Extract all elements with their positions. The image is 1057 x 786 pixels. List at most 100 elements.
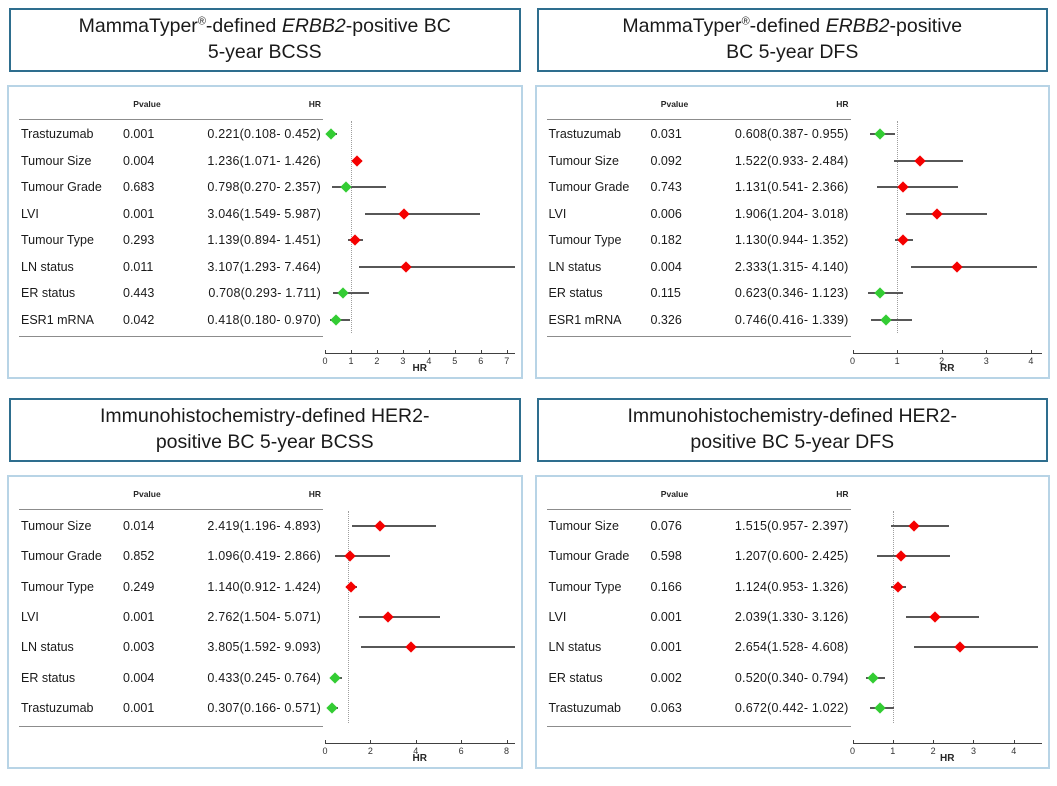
pvalue-cell: 0.249	[123, 579, 155, 594]
table-row: Trastuzumab 0.031 0.608(0.387- 0.955)	[549, 127, 851, 141]
pvalue-cell: 0.092	[650, 153, 682, 168]
hr-diamond-marker	[895, 550, 907, 563]
hr-ci-cell: 0.608(0.387- 0.955)	[734, 127, 849, 142]
axis-tick	[325, 350, 326, 354]
plot-row	[853, 201, 1043, 228]
variable-label: LVI	[21, 206, 39, 221]
variable-label: LN status	[548, 259, 602, 274]
pvalue-cell: 0.001	[650, 609, 682, 624]
pvalue-cell: 0.115	[650, 286, 681, 301]
hr-diamond-marker	[374, 520, 386, 532]
variable-label: ESR1 mRNA	[548, 312, 622, 327]
plot-rows	[325, 511, 515, 723]
pvalue-cell: 0.042	[123, 312, 155, 327]
pvalue-cell: 0.852	[123, 549, 155, 564]
plot-row	[325, 662, 515, 692]
axis-tick-label: 2	[374, 356, 380, 366]
variable-label: ER status	[21, 286, 76, 301]
plot-rows	[853, 511, 1043, 723]
table-row: Trastuzumab 0.063 0.672(0.442- 1.022)	[549, 701, 851, 715]
ci-error-bar	[906, 615, 979, 618]
ci-error-bar	[358, 265, 515, 268]
plot-row	[325, 602, 515, 632]
axis-tick-label: 0	[322, 746, 328, 756]
pvalue-cell: 0.683	[123, 180, 155, 195]
plot-row	[853, 511, 1043, 541]
forest-panel-3: Immunohistochemistry-defined HER2- positi…	[7, 396, 523, 786]
hr-diamond-marker	[950, 261, 963, 273]
pvalue-cell: 0.003	[123, 640, 155, 655]
ci-error-bar	[894, 159, 964, 162]
hr-ci-cell: 3.107(1.293- 7.464)	[207, 259, 321, 274]
table-rows: Tumour Size 0.014 2.419(1.196- 4.893) Tumou…	[21, 511, 323, 723]
axis-tick-label: 4	[426, 356, 432, 366]
table-row: LN status 0.004 2.333(1.315- 4.140)	[549, 260, 851, 274]
header-divider	[546, 509, 851, 510]
variable-label: Trastuzumab	[21, 127, 94, 142]
plot-row	[853, 541, 1043, 571]
axis-tick	[480, 350, 482, 354]
table-rows: Tumour Size 0.076 1.515(0.957- 2.397) Tumou…	[549, 511, 851, 723]
plot-rows	[325, 121, 515, 333]
variable-label: Tumour Type	[548, 233, 622, 248]
pvalue-cell: 0.293	[123, 233, 155, 248]
plot-row	[325, 511, 515, 541]
axis-tick	[852, 350, 854, 354]
axis-tick-label: 3	[970, 746, 976, 756]
pvalue-header: Pvalue	[133, 99, 161, 109]
hr-diamond-marker	[953, 641, 966, 653]
forest-plot-box: Pvalue HR Tumour Size 0.014 2.419(1.196- 4…	[7, 475, 523, 769]
hr-ci-cell: 0.221(0.108- 0.452)	[207, 127, 321, 142]
hr-ci-cell: 1.906(1.204- 3.018)	[734, 206, 849, 221]
title-text: ®	[197, 15, 206, 28]
plot-row	[325, 201, 515, 228]
hr-ci-cell: 2.039(1.330- 3.126)	[734, 609, 849, 624]
title-line: MammaTyper®-defined ERBB2-positive	[547, 14, 1039, 40]
table-row: Tumour Type 0.249 1.140(0.912- 1.424)	[21, 580, 323, 594]
table-row: ER status 0.004 0.433(0.245- 0.764)	[21, 671, 323, 685]
forest-plot-area	[325, 121, 515, 333]
footer-divider	[546, 336, 851, 337]
forest-plot-area	[853, 121, 1043, 333]
forest-plot-box: Pvalue HR Trastuzumab 0.001 0.221(0.108- 0…	[7, 85, 523, 379]
ci-error-bar	[365, 212, 481, 215]
title-line: 5-year BCSS	[19, 40, 511, 66]
variable-label: LN status	[21, 259, 74, 274]
title-text: -defined	[749, 15, 826, 38]
ci-error-bar	[911, 265, 1038, 268]
hr-diamond-marker	[929, 611, 941, 623]
plot-row	[853, 632, 1043, 662]
hr-diamond-marker	[873, 702, 886, 714]
pvalue-cell: 0.076	[650, 519, 682, 534]
hr-header: HR	[308, 99, 321, 109]
pvalue-cell: 0.002	[650, 670, 682, 685]
footer-divider	[546, 726, 851, 727]
table-row: Tumour Type 0.166 1.124(0.953- 1.326)	[549, 580, 851, 594]
variable-label: Tumour Grade	[548, 180, 630, 195]
plot-row	[325, 541, 515, 571]
axis-tick-label: 1	[890, 746, 896, 756]
pvalue-cell: 0.004	[123, 670, 155, 685]
hr-ci-cell: 1.139(0.894- 1.451)	[207, 233, 321, 248]
x-axis: 0 1 2 3 4	[850, 740, 1042, 756]
hr-ci-cell: 0.307(0.166- 0.571)	[207, 700, 321, 715]
hr-diamond-marker	[348, 234, 361, 246]
ci-error-bar	[914, 646, 1039, 649]
hr-header: HR	[836, 489, 849, 499]
table-rows: Trastuzumab 0.031 0.608(0.387- 0.955) Tumou…	[549, 121, 851, 333]
variable-label: ER status	[548, 670, 603, 685]
pvalue-cell: 0.063	[650, 700, 682, 715]
plot-row	[853, 227, 1043, 254]
hr-diamond-marker	[897, 234, 909, 246]
hr-ci-cell: 1.096(0.419- 2.866)	[207, 549, 321, 564]
table-row: Tumour Size 0.076 1.515(0.957- 2.397)	[549, 519, 851, 533]
table-row: LN status 0.011 3.107(1.293- 7.464)	[21, 260, 323, 274]
table-row: Tumour Grade 0.683 0.798(0.270- 2.357)	[21, 180, 323, 194]
hr-ci-cell: 0.418(0.180- 0.970)	[207, 312, 321, 327]
hr-ci-cell: 0.746(0.416- 1.339)	[734, 312, 849, 327]
hr-ci-cell: 0.623(0.346- 1.123)	[734, 286, 849, 301]
axis-tick	[506, 740, 508, 744]
ci-error-bar	[359, 615, 441, 618]
hr-diamond-marker	[340, 181, 352, 193]
hr-ci-cell: 1.522(0.933- 2.484)	[734, 153, 849, 168]
